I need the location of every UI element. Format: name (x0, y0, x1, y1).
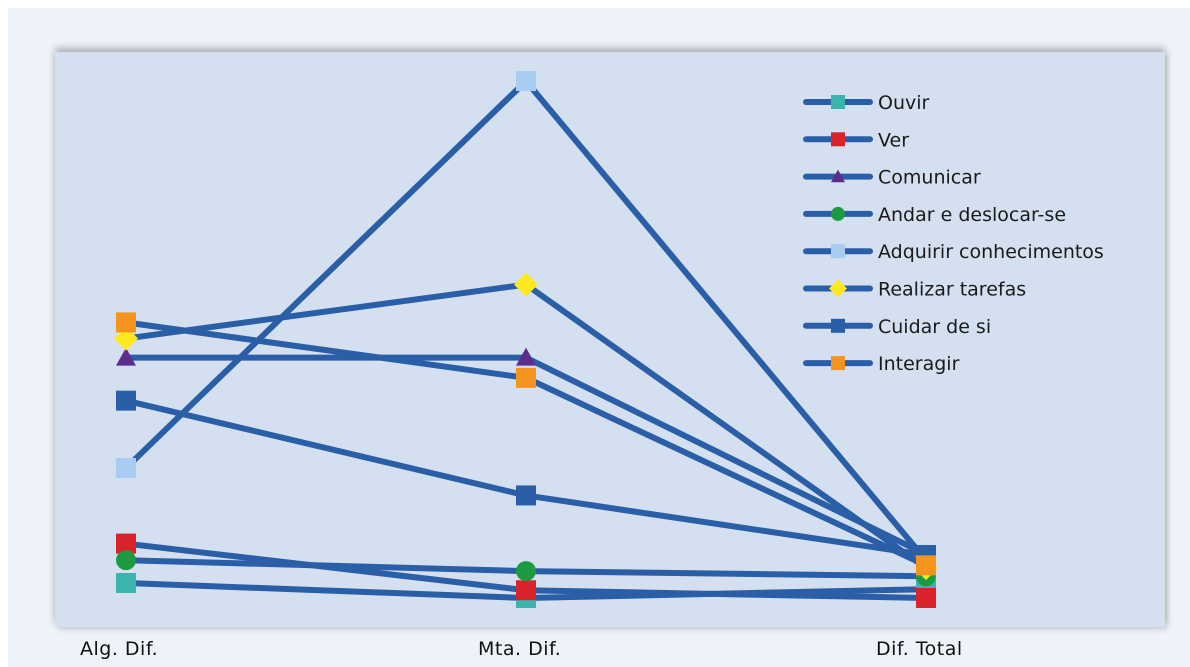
point-ouvir-alg-dif (116, 572, 136, 593)
legend-marker-ver (831, 132, 845, 147)
legend: Ouvir Ver Comunicar Andar e deslocar-se Adqu… (803, 92, 1104, 375)
legend-marker-cuidar-de-si (831, 318, 845, 333)
x-tick-label-dif-total: Dif. Total (876, 638, 963, 660)
point-ver-mta-dif (516, 580, 536, 601)
legend-item-ver: Ver (803, 129, 909, 151)
point-realizar-tarefas-mta-dif (514, 272, 538, 297)
point-comunicar-mta-dif (516, 347, 536, 366)
legend-label-ouvir: Ouvir (878, 92, 930, 114)
legend-label-andar-e-deslocar-se: Andar e deslocar-se (878, 204, 1066, 226)
point-ver-dif-total (916, 588, 936, 608)
legend-marker-interagir (831, 356, 845, 371)
point-andar-e-deslocar-se-alg-dif (116, 550, 136, 571)
legend-label-comunicar: Comunicar (878, 167, 981, 189)
legend-marker-realizar-tarefas (829, 279, 847, 298)
legend-label-ver: Ver (878, 129, 909, 151)
legend-label-interagir: Interagir (878, 353, 960, 375)
legend-marker-ouvir (831, 95, 845, 109)
legend-label-realizar-tarefas: Realizar tarefas (878, 279, 1026, 301)
legend-label-cuidar-de-si: Cuidar de si (878, 316, 991, 338)
legend-label-adquirir-conhecimentos: Adquirir conhecimentos (878, 241, 1104, 263)
point-adquirir-conhecimentos-alg-dif (116, 457, 136, 478)
point-cuidar-de-si-alg-dif (116, 390, 136, 411)
point-comunicar-alg-dif (116, 347, 136, 366)
point-cuidar-de-si-mta-dif (516, 485, 536, 506)
point-realizar-tarefas-alg-dif (114, 326, 138, 351)
legend-marker-adquirir-conhecimentos (831, 244, 845, 259)
legend-item-ouvir: Ouvir (803, 92, 930, 114)
point-interagir-alg-dif (116, 312, 136, 333)
legend-item-adquirir-conhecimentos: Adquirir conhecimentos (803, 241, 1104, 263)
legend-item-realizar-tarefas: Realizar tarefas (803, 279, 1026, 301)
point-adquirir-conhecimentos-mta-dif (516, 71, 536, 92)
legend-item-andar-e-deslocar-se: Andar e deslocar-se (803, 204, 1066, 226)
point-interagir-dif-total (916, 555, 936, 576)
series-line-cuidar-de-si (125, 397, 927, 558)
x-tick-label-alg-dif: Alg. Dif. (80, 638, 159, 660)
x-tick-label-mta-dif: Mta. Dif. (478, 638, 562, 660)
point-ver-alg-dif (116, 533, 136, 554)
point-andar-e-deslocar-se-mta-dif (516, 561, 536, 582)
legend-marker-andar-e-deslocar-se (831, 206, 845, 221)
point-interagir-mta-dif (516, 367, 536, 388)
legend-item-cuidar-de-si: Cuidar de si (803, 316, 991, 338)
legend-item-interagir: Interagir (803, 353, 960, 375)
legend-item-comunicar: Comunicar (803, 167, 981, 189)
legend-marker-comunicar (831, 169, 845, 183)
